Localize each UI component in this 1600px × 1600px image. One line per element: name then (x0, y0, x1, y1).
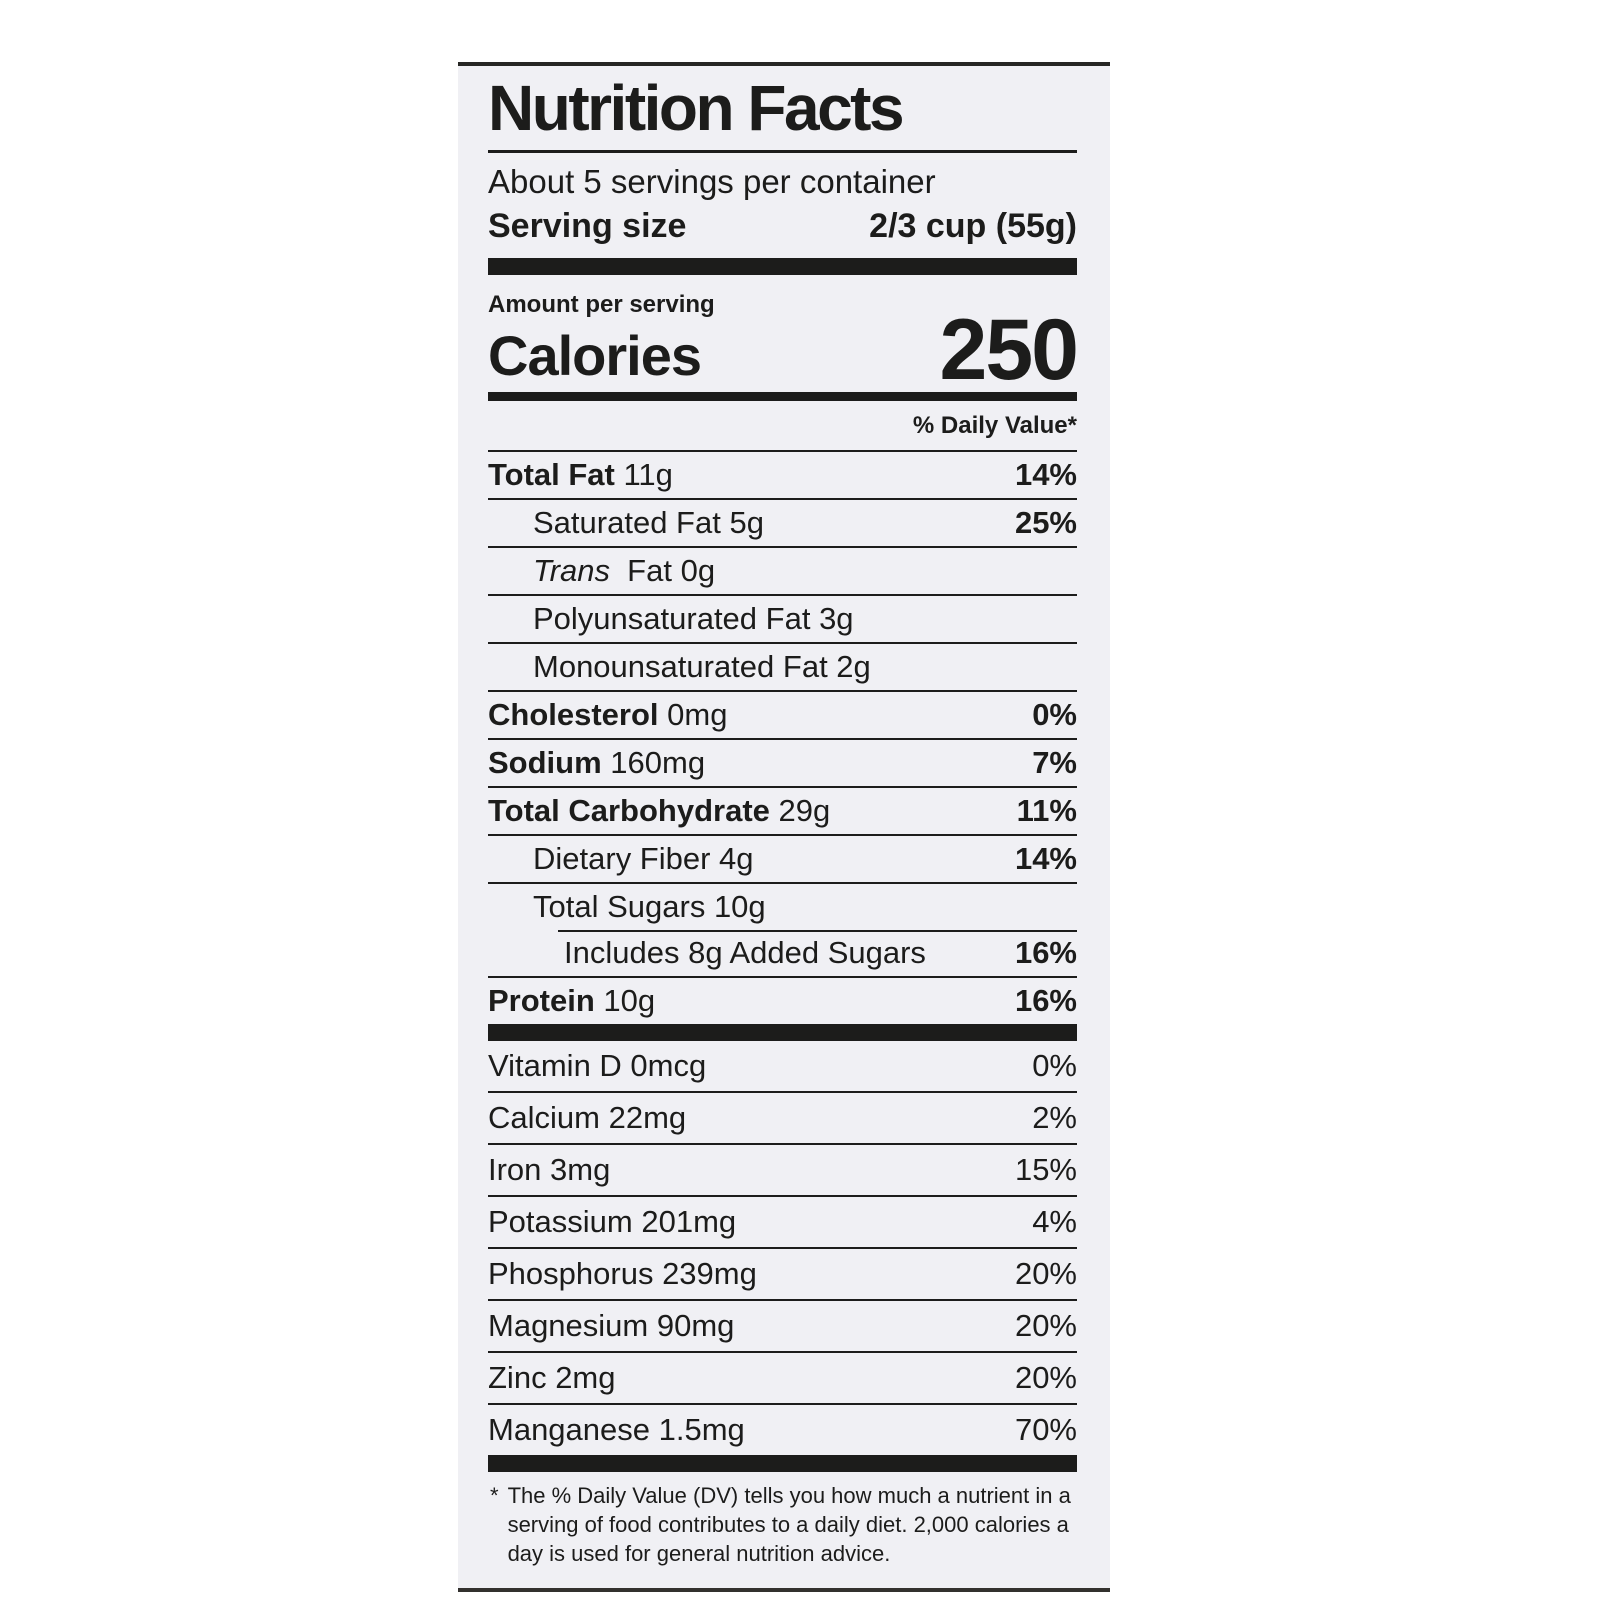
nutrient-row-daily-value: 0% (1032, 696, 1077, 732)
daily-value-header: % Daily Value* (912, 411, 1077, 439)
micronutrient-table: Vitamin D 0mcg 0% Calcium 22mg 2% Iron 3mg 15… (488, 1041, 1077, 1455)
micronutrient-row-daily-value: 20% (1014, 1255, 1077, 1291)
servings-per-container: About 5 servings per container (488, 163, 936, 201)
nutrient-row-name-amount: Total Fat 11g (488, 456, 673, 492)
footnote: * The % Daily Value (DV) tells you how m… (488, 1472, 1077, 1574)
nutrient-row: Total Carbohydrate 29g 11% (488, 785, 1077, 834)
calories-value: 250 (939, 301, 1079, 398)
serving-size-label: Serving size (488, 206, 687, 245)
nutrient-row-name-amount: Cholesterol 0mg (488, 696, 728, 732)
serving-size-value: 2/3 cup (55g) (869, 206, 1077, 245)
divider-medium (488, 391, 1077, 401)
divider-thick-middle (488, 1023, 1077, 1041)
nutrient-row-name-amount: Total Sugars 10g (533, 888, 766, 924)
micronutrient-row-name-amount: Iron 3mg (488, 1151, 611, 1187)
amount-per-serving-label: Amount per serving (488, 290, 715, 318)
footnote-text: The % Daily Value (DV) tells you how muc… (507, 1482, 1071, 1566)
micronutrient-row: Calcium 22mg 2% (488, 1090, 1077, 1143)
micronutrient-row-name-amount: Magnesium 90mg (488, 1307, 735, 1343)
nutrient-row-daily-value: 14% (1014, 456, 1077, 492)
micronutrient-row-daily-value: 4% (1032, 1203, 1077, 1239)
nutrient-row-daily-value: 7% (1032, 744, 1077, 780)
nutrition-facts-label: Nutrition Facts About 5 servings per con… (458, 62, 1110, 1592)
micronutrient-row-daily-value: 70% (1014, 1411, 1077, 1447)
micronutrient-row: Iron 3mg 15% (488, 1142, 1077, 1195)
micronutrient-row-name-amount: Potassium 201mg (488, 1203, 737, 1239)
micronutrient-row-daily-value: 2% (1032, 1099, 1077, 1135)
footnote-asterisk: * (490, 1482, 499, 1508)
nutrient-row: Total Fat 11g 14% (488, 449, 1077, 498)
micronutrient-row-name-amount: Calcium 22mg (488, 1099, 687, 1135)
micronutrient-row: Zinc 2mg 20% (488, 1350, 1077, 1403)
divider-thick-bottom (488, 1454, 1077, 1472)
nutrient-row: Dietary Fiber 4g 14% (488, 833, 1077, 882)
calories-label: Calories (488, 323, 702, 387)
label-title: Nutrition Facts (488, 74, 1077, 154)
serving-size-row: Serving size 2/3 cup (55g) (488, 201, 1077, 258)
nutrient-row-daily-value: 16% (1014, 982, 1077, 1018)
micronutrient-row-name-amount: Phosphorus 239mg (488, 1255, 757, 1291)
micronutrient-row-name-amount: Vitamin D 0mcg (488, 1047, 707, 1083)
micronutrient-row: Magnesium 90mg 20% (488, 1298, 1077, 1351)
micronutrient-row-daily-value: 0% (1032, 1047, 1077, 1083)
micronutrient-row-daily-value: 20% (1014, 1359, 1077, 1395)
nutrient-row: Polyunsaturated Fat 3g (488, 593, 1077, 642)
nutrient-row-name-amount: Protein 10g (488, 982, 656, 1018)
micronutrient-row-name-amount: Zinc 2mg (488, 1359, 616, 1395)
micronutrient-row-daily-value: 20% (1014, 1307, 1077, 1343)
nutrient-row: Total Sugars 10g (488, 881, 1077, 930)
nutrient-row-name-amount: Total Carbohydrate 29g (488, 792, 831, 828)
divider-thick-top (488, 257, 1077, 275)
micronutrient-row: Vitamin D 0mcg 0% (488, 1041, 1077, 1091)
micronutrient-row-daily-value: 15% (1014, 1151, 1077, 1187)
nutrient-row-name-amount: Saturated Fat 5g (533, 504, 764, 540)
nutrient-row-daily-value: 16% (1014, 934, 1077, 970)
nutrient-row: Monounsaturated Fat 2g (488, 641, 1077, 690)
nutrient-table: Total Fat 11g 14% Saturated Fat 5g 25% Trans… (488, 449, 1077, 1024)
nutrient-row-name-amount: Sodium 160mg (488, 744, 706, 780)
nutrient-row-name-amount: Includes 8g Added Sugars (564, 934, 926, 970)
nutrient-row: Includes 8g Added Sugars 16% (488, 929, 1077, 976)
nutrient-row: Protein 10g 16% (488, 975, 1077, 1024)
micronutrient-row: Manganese 1.5mg 70% (488, 1402, 1077, 1455)
calories-row: Calories 250 (488, 301, 1079, 398)
nutrient-row: Cholesterol 0mg 0% (488, 689, 1077, 738)
nutrient-row-name-amount: Trans Fat 0g (533, 552, 716, 588)
micronutrient-row-name-amount: Manganese 1.5mg (488, 1411, 745, 1447)
nutrient-row: Saturated Fat 5g 25% (488, 497, 1077, 546)
micronutrient-row: Potassium 201mg 4% (488, 1194, 1077, 1247)
nutrient-row: Trans Fat 0g (488, 545, 1077, 594)
micronutrient-row: Phosphorus 239mg 20% (488, 1246, 1077, 1299)
nutrient-row-daily-value: 11% (1016, 792, 1077, 828)
nutrient-row-name-amount: Dietary Fiber 4g (533, 840, 754, 876)
nutrient-row-name-amount: Monounsaturated Fat 2g (533, 648, 871, 684)
nutrient-row: Sodium 160mg 7% (488, 737, 1077, 786)
nutrient-row-daily-value: 14% (1014, 840, 1077, 876)
nutrient-row-daily-value: 25% (1014, 504, 1077, 540)
nutrient-row-name-amount: Polyunsaturated Fat 3g (533, 600, 854, 636)
